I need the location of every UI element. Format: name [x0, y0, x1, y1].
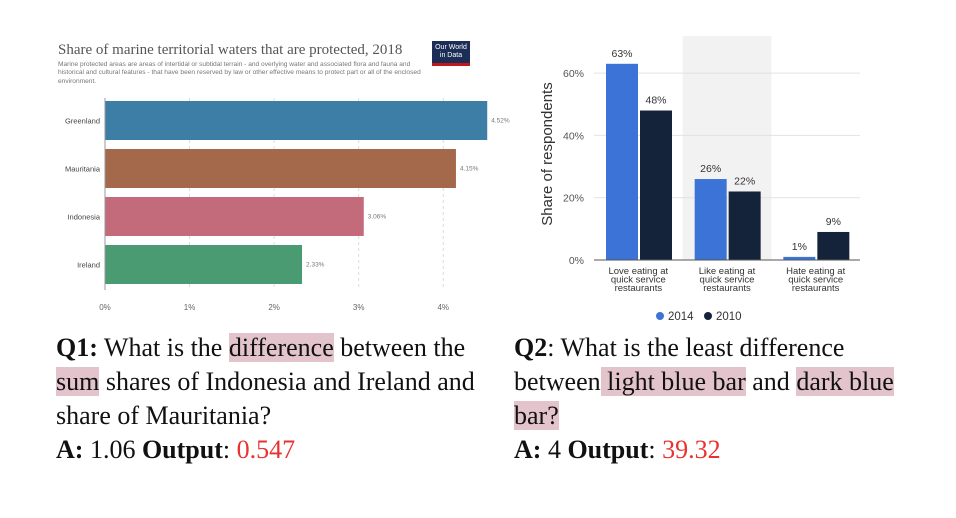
category-label: Greenland [65, 117, 100, 126]
data-label: 26% [700, 163, 721, 175]
legend-label: 2010 [716, 311, 742, 323]
y-axis-label: Share of respondents [539, 82, 556, 225]
q1-text-3: shares of Indonesia and Ireland and shar… [56, 367, 475, 430]
value-label: 4.15% [460, 166, 479, 173]
category-label: Hate eating at [786, 266, 846, 277]
output2-sep: : [648, 435, 663, 464]
category-label: restaurants [703, 283, 751, 294]
category-label: Love eating at [608, 266, 668, 277]
bar-2010 [728, 191, 761, 260]
output1-value: 0.547 [236, 435, 296, 464]
chart-subtitle: Marine protected areas are areas of inte… [58, 61, 421, 85]
category-label: quick service [611, 275, 666, 286]
q2-text-1: : What is the least difference between [514, 333, 845, 396]
data-label: 1% [792, 241, 807, 253]
marine-protected-chart: Share of marine territorial waters that … [48, 32, 518, 332]
bar [105, 101, 488, 140]
output1-label: Output [141, 435, 223, 464]
category-label: quick service [700, 275, 755, 286]
category-label: quick service [788, 275, 843, 286]
x-tick-label: 0% [99, 303, 111, 312]
q2-label: Q2 [514, 333, 548, 362]
bar [105, 197, 364, 236]
output2-label: Output [567, 435, 649, 464]
question-1-block: Q1: What is the difference between the s… [56, 331, 496, 467]
bar [105, 245, 303, 284]
y-tick-label: 0% [569, 255, 584, 267]
chart-title: Share of marine territorial waters that … [58, 42, 403, 58]
data-label: 22% [734, 175, 755, 187]
y-tick-label: 60% [563, 68, 584, 80]
category-label: restaurants [615, 283, 663, 294]
q1-text-2: between the [333, 333, 466, 362]
x-tick-label: 1% [184, 303, 196, 312]
bar-2010 [817, 231, 850, 260]
q1-text-1: What is the [97, 333, 229, 362]
data-label: 48% [645, 95, 666, 107]
x-tick-label: 4% [437, 303, 449, 312]
value-label: 3.06% [368, 214, 387, 221]
legend-marker-2010 [704, 312, 712, 320]
owid-logo: Our World in Data [432, 41, 470, 66]
grouped-bar-plot: Share of respondents 0% 20% 40% 60% 63% 48% Lo… [539, 36, 860, 323]
bar-2014 [694, 179, 727, 260]
legend-label: 2014 [668, 311, 694, 323]
value-label: 4.52% [491, 118, 510, 125]
x-tick-label: 2% [268, 303, 280, 312]
value-label: 2.33% [306, 262, 325, 269]
output1-sep: : [222, 435, 237, 464]
a2-label: A: [514, 435, 542, 464]
category-label: Ireland [77, 261, 100, 270]
bar [105, 149, 456, 188]
data-label: 9% [826, 216, 841, 228]
bar-2014 [783, 256, 816, 260]
x-tick-label: 3% [353, 303, 365, 312]
q1-highlight-sum: sum [56, 367, 100, 396]
category-label: restaurants [792, 283, 840, 294]
bar-chart-plot: 0% 1% 2% 3% 4% Greenland 4.52% Mauritania 4.15% I… [65, 98, 510, 312]
y-tick-label: 40% [563, 130, 584, 142]
q1-highlight-difference: difference [228, 333, 334, 362]
category-label: Mauritania [65, 165, 101, 174]
y-tick-label: 20% [563, 193, 584, 205]
q2-highlight-light-blue: light blue bar [600, 367, 746, 396]
q1-label: Q1: [56, 333, 98, 362]
bar-2014 [606, 63, 638, 260]
bar-2010 [640, 110, 672, 260]
question-2-block: Q2: What is the least difference between… [514, 331, 934, 467]
category-label: Indonesia [67, 213, 100, 222]
data-label: 63% [611, 48, 632, 60]
a2-value: 4 [541, 435, 568, 464]
legend-marker-2014 [656, 312, 664, 320]
a1-label: A: [56, 435, 84, 464]
restaurant-survey-chart: Share of respondents 0% 20% 40% 60% 63% 48% Lo… [520, 22, 920, 332]
output2-value: 39.32 [662, 435, 721, 464]
q2-text-2: and [745, 367, 797, 396]
a1-value: 1.06 [83, 435, 142, 464]
category-label: Like eating at [699, 266, 756, 277]
